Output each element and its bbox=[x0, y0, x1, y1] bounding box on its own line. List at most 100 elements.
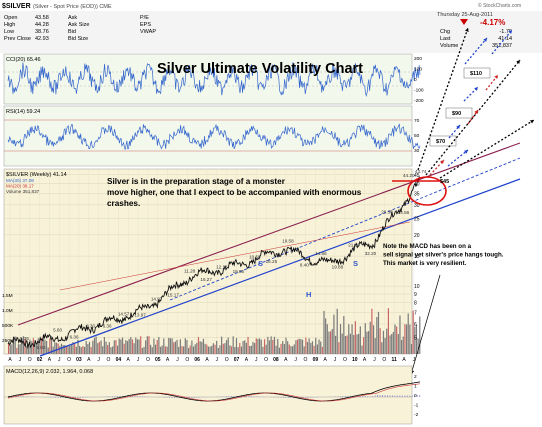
volume-bar bbox=[214, 344, 216, 354]
volume-bar bbox=[178, 346, 180, 354]
quote-value: 44.28 bbox=[35, 22, 49, 28]
volume-bar bbox=[244, 340, 246, 354]
volume-bar bbox=[346, 335, 348, 354]
volume-bar bbox=[377, 311, 380, 354]
volume-bar bbox=[374, 338, 376, 354]
volume-bar bbox=[181, 346, 183, 354]
volume-bar bbox=[212, 343, 214, 354]
ma-label: MA(30) 37.08 bbox=[6, 178, 34, 183]
volume-bar bbox=[285, 337, 287, 354]
x-axis-tick: A bbox=[324, 357, 328, 363]
volume-bar bbox=[196, 342, 198, 354]
volume-bar bbox=[376, 317, 378, 354]
cci-axis-tick: -200 bbox=[414, 98, 424, 104]
price-label: 32.20 bbox=[365, 251, 377, 256]
volume-bar bbox=[194, 344, 196, 354]
volume-bar bbox=[303, 346, 305, 354]
volume-bar bbox=[272, 339, 274, 354]
volume-bar bbox=[321, 346, 323, 354]
volume-bar bbox=[330, 331, 332, 354]
volume-bar bbox=[348, 324, 350, 354]
volume-bar bbox=[50, 336, 53, 354]
volume-bar bbox=[143, 346, 145, 354]
volume-bar bbox=[255, 338, 257, 354]
projection-arrow bbox=[467, 109, 479, 125]
price-label: 6.36 bbox=[103, 323, 112, 328]
x-axis-tick: 08 bbox=[273, 357, 279, 363]
x-axis-tick: O bbox=[146, 357, 150, 363]
volume-bar bbox=[265, 344, 267, 354]
x-axis-tick: A bbox=[127, 357, 131, 363]
volume-bar bbox=[331, 328, 333, 354]
price-axis-tick: 8 bbox=[414, 301, 417, 307]
projection-arrow bbox=[464, 37, 488, 65]
quote-label: Prev Close bbox=[4, 36, 31, 42]
volume-axis-tick: 500K bbox=[2, 323, 14, 329]
volume-bar bbox=[267, 336, 269, 354]
volume-bar bbox=[116, 345, 119, 354]
volume-bar bbox=[381, 342, 383, 354]
x-axis-tick: J bbox=[334, 357, 337, 363]
x-axis-tick: O bbox=[304, 357, 308, 363]
volume-bar bbox=[166, 346, 168, 354]
x-axis-tick: 07 bbox=[234, 357, 240, 363]
volume-bar bbox=[392, 331, 394, 354]
volume-bar bbox=[34, 341, 36, 354]
target-box bbox=[463, 67, 491, 79]
volume-bar bbox=[156, 340, 158, 354]
volume-bar bbox=[254, 343, 256, 354]
volume-bar bbox=[287, 341, 289, 354]
volume-bar bbox=[338, 342, 340, 354]
volume-bar bbox=[75, 346, 77, 354]
volume-bar bbox=[310, 342, 312, 354]
volume-bar bbox=[179, 339, 181, 354]
x-axis-tick: A bbox=[48, 357, 52, 363]
volume-bar bbox=[354, 321, 356, 354]
price-label: 12.18 bbox=[216, 265, 228, 270]
volume-bar bbox=[349, 333, 352, 354]
x-axis-tick: J bbox=[137, 357, 140, 363]
volume-bar bbox=[131, 339, 134, 354]
volume-bar bbox=[359, 326, 361, 354]
x-axis-tick: J bbox=[176, 357, 179, 363]
target-label: $45 bbox=[440, 179, 449, 185]
macd-axis-tick: -1 bbox=[414, 403, 419, 409]
volume-bar bbox=[252, 341, 254, 354]
price-label: 26.36 bbox=[381, 210, 393, 215]
price-label: 15.17 bbox=[167, 293, 179, 298]
volume-bar bbox=[293, 344, 295, 354]
change-percent: -4.17% bbox=[480, 18, 505, 27]
quote-label: Ask Size bbox=[68, 22, 89, 28]
volume-bar bbox=[45, 340, 48, 354]
volume-bar bbox=[217, 347, 219, 354]
volume-bar bbox=[110, 347, 112, 354]
rsi-line bbox=[7, 123, 421, 150]
x-axis-tick: O bbox=[225, 357, 229, 363]
volume-bar bbox=[277, 338, 279, 354]
volume-bar bbox=[128, 338, 130, 354]
quote-label: Volume bbox=[440, 43, 458, 49]
volume-bar bbox=[379, 328, 381, 354]
volume-bar bbox=[154, 344, 157, 354]
volume-bar bbox=[396, 326, 398, 354]
x-axis-tick: J bbox=[373, 357, 376, 363]
volume-bar bbox=[153, 338, 155, 354]
macd-label: MACD(12,26,9) 2.032, 1.964, 0.068 bbox=[6, 369, 93, 375]
quote-label: Bid Size bbox=[68, 36, 88, 42]
volume-bar bbox=[224, 343, 226, 354]
quote-header: $SILVER (Silver - Spot Price (EOD)) CME … bbox=[0, 2, 542, 53]
volume-bar bbox=[333, 314, 335, 354]
target-label: $110 bbox=[470, 71, 482, 77]
rsi-axis-tick: 30 bbox=[414, 148, 420, 154]
volume-bar bbox=[282, 341, 284, 354]
volume-bar bbox=[363, 337, 365, 354]
volume-bar bbox=[93, 337, 96, 354]
volume-axis-tick: 1.0M bbox=[2, 308, 13, 314]
ma-line bbox=[59, 221, 411, 291]
quote-label: Low bbox=[4, 29, 14, 35]
lower-trend-line bbox=[39, 178, 521, 357]
volume-bar bbox=[372, 325, 375, 354]
volume-bar bbox=[102, 346, 104, 354]
volume-bar bbox=[98, 341, 101, 354]
volume-bar bbox=[169, 338, 172, 354]
